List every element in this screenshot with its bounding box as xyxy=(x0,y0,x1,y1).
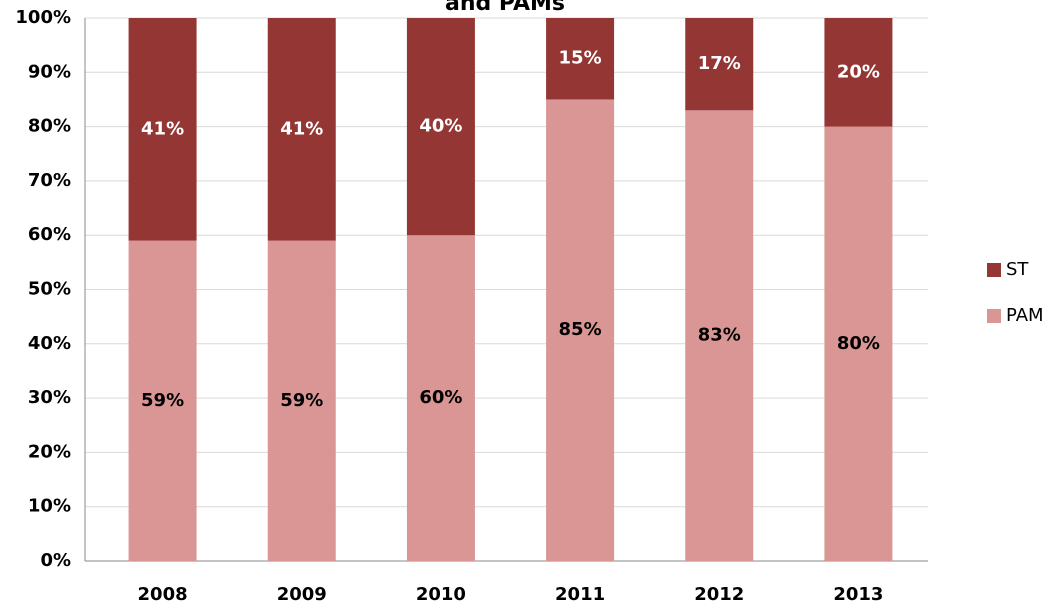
bar-segment xyxy=(824,126,893,561)
data-label: 83% xyxy=(698,325,741,346)
legend-label: PAM xyxy=(1006,305,1044,326)
data-label: 20% xyxy=(837,61,880,82)
y-tick-label: 90% xyxy=(28,61,71,82)
data-label: 15% xyxy=(559,48,602,69)
data-label: 17% xyxy=(698,53,741,74)
bar-segment xyxy=(685,110,754,561)
y-tick-label: 50% xyxy=(28,279,71,300)
x-tick-label: 2010 xyxy=(416,584,466,605)
data-label: 41% xyxy=(280,118,323,139)
data-label: 41% xyxy=(141,118,184,139)
legend-swatch xyxy=(987,309,1001,323)
data-label: 80% xyxy=(837,333,880,354)
data-label: 59% xyxy=(280,390,323,411)
y-tick-label: 70% xyxy=(28,170,71,191)
bar-segment xyxy=(546,18,615,100)
chart-title: and PAMs xyxy=(445,0,565,16)
bar-segment xyxy=(128,18,197,241)
x-tick-label: 2011 xyxy=(555,584,605,605)
x-tick-label: 2009 xyxy=(277,584,327,605)
y-tick-label: 100% xyxy=(15,7,71,28)
y-tick-label: 40% xyxy=(28,333,71,354)
x-tick-label: 2012 xyxy=(694,584,744,605)
bar-segment xyxy=(128,240,197,561)
data-label: 85% xyxy=(559,319,602,340)
bar-segment xyxy=(685,18,754,111)
y-tick-label: 30% xyxy=(28,387,71,408)
y-tick-label: 0% xyxy=(40,550,71,571)
bar-segment xyxy=(546,99,615,561)
x-tick-label: 2008 xyxy=(138,584,188,605)
legend-label: ST xyxy=(1006,259,1029,280)
y-tick-label: 60% xyxy=(28,224,71,245)
data-label: 60% xyxy=(419,387,462,408)
data-label: 59% xyxy=(141,390,184,411)
bar-segment xyxy=(267,240,336,561)
data-label: 40% xyxy=(419,116,462,137)
legend-swatch xyxy=(987,263,1001,277)
bar-segment xyxy=(406,18,475,236)
y-tick-label: 80% xyxy=(28,116,71,137)
bar-segment xyxy=(824,18,893,127)
x-tick-label: 2013 xyxy=(833,584,883,605)
bar-segment xyxy=(267,18,336,241)
y-tick-label: 10% xyxy=(28,496,71,517)
bar-segment xyxy=(406,235,475,561)
y-tick-label: 20% xyxy=(28,441,71,462)
